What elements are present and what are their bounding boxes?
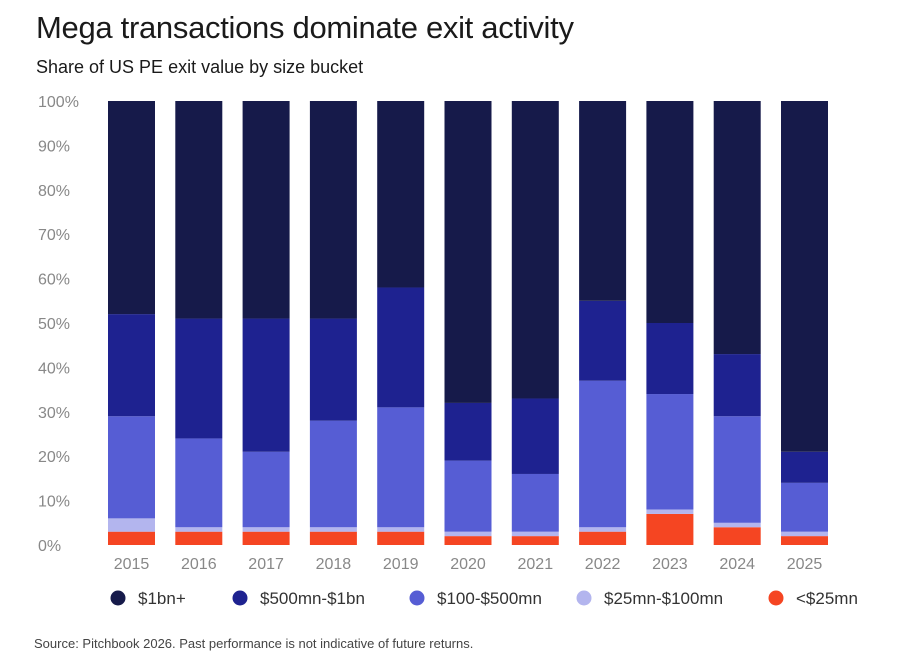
bar-segment-2025-1	[781, 531, 828, 537]
bar-segment-2023-1	[646, 509, 694, 514]
bar-segment-2022-4	[579, 101, 627, 301]
chart-title: Mega transactions dominate exit activity	[36, 10, 574, 45]
bar-segment-2025-4	[781, 101, 828, 452]
bar-segment-2021-4	[511, 101, 559, 399]
bar-segment-2017-4	[242, 101, 290, 319]
x-tick-label: 2024	[719, 556, 755, 573]
bar-segment-2017-0	[242, 531, 290, 545]
bar-segment-2017-2	[242, 451, 290, 528]
legend-marker-icon	[110, 590, 126, 606]
legend-marker-icon	[409, 590, 425, 606]
bar-segment-2025-3	[781, 451, 828, 483]
bar-segment-2016-0	[175, 531, 223, 545]
x-tick-label: 2018	[316, 556, 352, 573]
bar-segment-2023-0	[646, 513, 694, 545]
x-tick-label: 2016	[181, 556, 217, 573]
y-tick-label: 20%	[38, 449, 70, 466]
bar-segment-2015-4	[108, 101, 155, 315]
bar-segment-2024-0	[713, 527, 761, 545]
y-tick-label: 80%	[38, 183, 70, 200]
bar-segment-2023-4	[646, 101, 694, 323]
bar-segment-2021-3	[511, 398, 559, 474]
bar-segment-2019-1	[377, 527, 425, 532]
bar-segment-2023-3	[646, 323, 694, 395]
bar-segment-2021-1	[511, 531, 559, 537]
source-note: Source: Pitchbook 2026. Past performance…	[34, 636, 474, 651]
x-tick-label: 2019	[383, 556, 419, 573]
bar-segment-2015-0	[108, 531, 155, 545]
bar-segment-2016-3	[175, 318, 223, 439]
bar-segment-2020-1	[444, 531, 492, 537]
y-tick-label: 30%	[38, 405, 70, 422]
bar-segment-2015-2	[108, 416, 155, 519]
y-tick-label: 90%	[38, 138, 70, 155]
bar-segment-2021-2	[511, 473, 559, 532]
bar-segment-2022-2	[579, 380, 627, 528]
x-tick-label: 2021	[518, 556, 554, 573]
x-tick-label: 2015	[114, 556, 150, 573]
legend-label: $25mn-$100mn	[604, 589, 723, 608]
bar-segment-2022-0	[579, 531, 627, 545]
bar-segment-2024-3	[713, 354, 761, 417]
bar-segment-2019-0	[377, 531, 425, 545]
bar-segment-2020-3	[444, 402, 492, 461]
bar-segment-2015-3	[108, 314, 155, 417]
bar-segment-2019-3	[377, 287, 425, 408]
bar-segment-2018-1	[309, 527, 357, 532]
bar-segment-2022-1	[579, 527, 627, 532]
bar-segment-2015-1	[108, 518, 155, 532]
bar-segment-2024-2	[713, 416, 761, 523]
legend-label: $1bn+	[138, 589, 186, 608]
x-tick-label: 2022	[585, 556, 621, 573]
bar-segment-2024-4	[713, 101, 761, 355]
y-tick-label: 60%	[38, 272, 70, 289]
bar-segment-2018-2	[309, 420, 357, 528]
bar-segment-2019-2	[377, 407, 425, 528]
bar-segment-2025-2	[781, 482, 828, 532]
bar-segment-2020-2	[444, 460, 492, 532]
bar-segment-2024-1	[713, 522, 761, 528]
y-tick-label: 40%	[38, 360, 70, 377]
chart-subtitle: Share of US PE exit value by size bucket	[36, 57, 364, 77]
bar-segment-2018-4	[309, 101, 357, 319]
legend-label: <$25mn	[796, 589, 858, 608]
x-tick-label: 2017	[248, 556, 284, 573]
y-tick-label: 70%	[38, 227, 70, 244]
bar-segment-2019-4	[377, 101, 425, 288]
y-tick-label: 10%	[38, 494, 70, 511]
x-tick-label: 2025	[787, 556, 823, 573]
legend-marker-icon	[768, 590, 784, 606]
legend-marker-icon	[232, 590, 248, 606]
bar-segment-2016-2	[175, 438, 223, 528]
bar-segment-2017-1	[242, 527, 290, 532]
bar-segment-2018-3	[309, 318, 357, 421]
bar-segment-2025-0	[781, 536, 828, 545]
y-tick-label: 0%	[38, 538, 61, 555]
x-tick-label: 2023	[652, 556, 688, 573]
x-tick-label: 2020	[450, 556, 486, 573]
bar-segment-2016-1	[175, 527, 223, 532]
y-tick-label: 100%	[38, 94, 79, 111]
legend-marker-icon	[576, 590, 592, 606]
bar-segment-2020-0	[444, 536, 492, 545]
bar-segment-2022-3	[579, 300, 627, 381]
legend-label: $100-$500mn	[437, 589, 542, 608]
bar-segment-2016-4	[175, 101, 223, 319]
bar-segment-2018-0	[309, 531, 357, 545]
legend-label: $500mn-$1bn	[260, 589, 365, 608]
bar-segment-2020-4	[444, 101, 492, 403]
bar-segment-2023-2	[646, 394, 694, 510]
bar-segment-2021-0	[511, 536, 559, 545]
bar-segment-2017-3	[242, 318, 290, 452]
y-tick-label: 50%	[38, 316, 70, 333]
